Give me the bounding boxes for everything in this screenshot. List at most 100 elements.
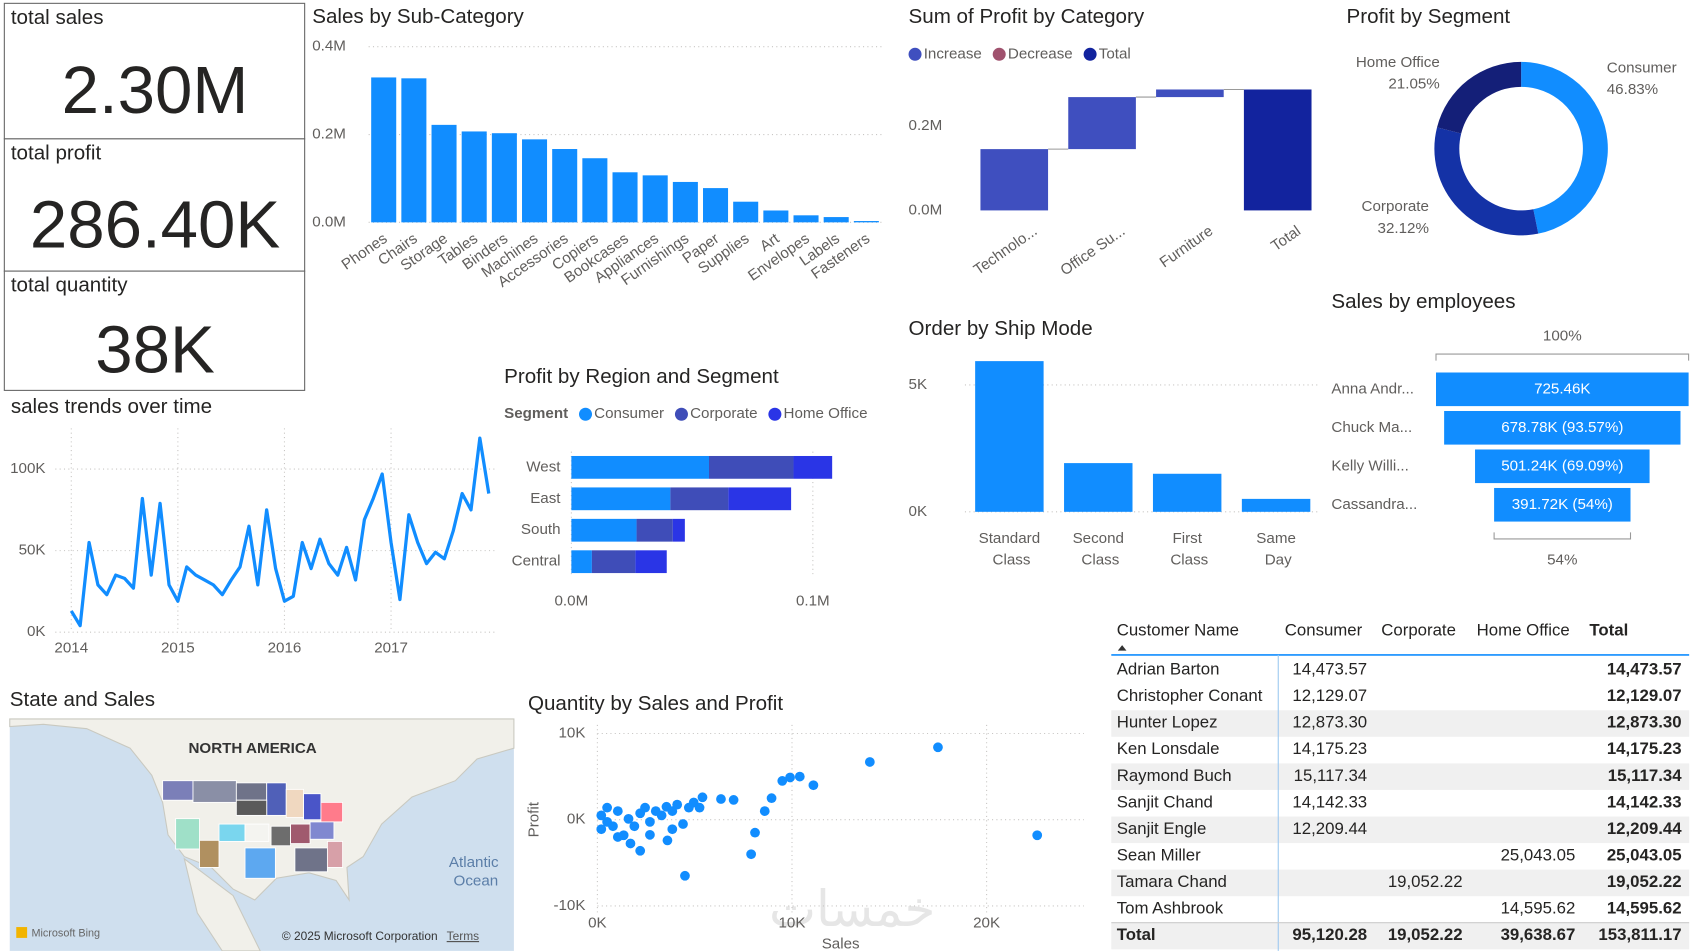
bar [401, 78, 427, 223]
numeric-cell: 19,052.22 [1388, 925, 1463, 944]
column-header: Home Office [1477, 621, 1570, 640]
name-cell: Raymond Buch [1117, 766, 1232, 785]
bar [431, 124, 457, 223]
scatter-point [645, 829, 655, 840]
scatter-point [728, 795, 739, 805]
scatter-point [645, 817, 655, 827]
map-state [290, 823, 311, 845]
map-state [162, 780, 194, 801]
scatter-point [794, 771, 805, 782]
map-states [162, 780, 344, 879]
funnel-bar [1436, 372, 1689, 407]
map-logo-icon [16, 927, 28, 938]
bar [642, 175, 668, 223]
bar [552, 149, 578, 223]
numeric-cell: 12,209.44 [1607, 819, 1682, 838]
bar-segment [571, 487, 671, 511]
map-state [294, 847, 328, 873]
y-tick-label: 0.2M [312, 126, 346, 143]
legend-marker [908, 47, 922, 61]
funnel-bar [1475, 449, 1650, 484]
bar [1064, 463, 1133, 512]
scatter-point [635, 845, 646, 856]
funnel-bar [1494, 487, 1631, 522]
x-tick-label: 0.1M [796, 592, 830, 609]
label-line: Same [1256, 530, 1296, 547]
scatter-point [697, 792, 708, 803]
bar [491, 133, 517, 223]
bar [733, 201, 759, 223]
map-state [270, 825, 291, 847]
bar-segment [635, 550, 667, 574]
map-state [303, 793, 322, 821]
scatter-point [1032, 830, 1043, 841]
map-state [309, 821, 335, 840]
map-state [235, 782, 268, 801]
card-value: 2.30M [62, 53, 249, 128]
bar-segment [728, 487, 792, 511]
card-frame [3, 138, 306, 272]
name-cell: Sanjit Engle [1117, 819, 1207, 838]
x-tick-label: 0K [588, 914, 607, 931]
slice-value-label: 21.05% [1388, 76, 1439, 93]
scatter-point [766, 793, 777, 804]
slice-value-label: 32.12% [1378, 220, 1429, 237]
bar [763, 210, 789, 223]
numeric-cell: 153,811.17 [1598, 925, 1681, 944]
scatter-point [608, 821, 618, 832]
numeric-cell: 15,117.34 [1294, 766, 1367, 785]
y-tick-label: 0.2M [909, 117, 943, 134]
label-line: Standard [979, 530, 1041, 547]
card-value: 38K [95, 312, 215, 387]
numeric-cell: 25,043.05 [1501, 845, 1576, 864]
legend-marker [1083, 47, 1097, 61]
y-tick-label: 10K [558, 724, 585, 741]
label-line: Second [1073, 530, 1124, 547]
map-ocean-label: Atlantic Ocean [449, 854, 499, 889]
y-tick-label: West [526, 458, 561, 475]
scatter-point [612, 806, 623, 816]
map [9, 718, 515, 951]
chart-title: Quantity by Sales and Profit [528, 692, 783, 715]
funnel-top-label: 100% [1543, 328, 1582, 345]
scatter-point [596, 810, 607, 821]
map-state [235, 799, 268, 816]
donut-slice [1437, 61, 1522, 134]
chart-title: Order by Ship Mode [909, 317, 1093, 340]
bar-segment [591, 550, 636, 574]
x-tick-label: 2015 [161, 639, 195, 656]
card-label: total quantity [11, 274, 128, 297]
bar-segment [672, 518, 685, 542]
y-tick-label: Central [512, 553, 561, 570]
funnel-value-label: 678.78K (93.57%) [1501, 419, 1623, 436]
map-state [244, 823, 270, 842]
bar [1241, 498, 1311, 512]
x-tick-label: Second Class [1073, 530, 1124, 569]
y-tick-label: 100K [10, 460, 45, 477]
label-line: Class [1166, 552, 1209, 569]
scatter-point [678, 819, 688, 829]
name-cell: Tamara Chand [1117, 872, 1227, 891]
watermark: خمسات [769, 881, 935, 937]
legend-marker [992, 47, 1006, 61]
slice-label: Consumer [1607, 59, 1677, 76]
map-state [326, 840, 344, 868]
row-shade [1111, 922, 1690, 950]
funnel-category: Chuck Ma... [1331, 419, 1412, 436]
sort-indicator [1117, 645, 1127, 651]
scatter-point [623, 813, 634, 824]
legend-marker [768, 407, 782, 421]
bar [522, 139, 548, 223]
scatter-point [667, 824, 678, 835]
y-tick-label: 0K [567, 811, 586, 828]
line-series [69, 436, 491, 628]
row-shade [1111, 869, 1690, 897]
name-cell: Ken Lonsdale [1117, 739, 1220, 758]
label-line: Class [1077, 552, 1120, 569]
scatter-point [680, 870, 690, 881]
map-state [266, 782, 287, 816]
bar [823, 217, 849, 223]
donut-slice [1521, 61, 1608, 234]
legend-label: Corporate [690, 405, 757, 422]
label-line: Day [1260, 552, 1292, 569]
